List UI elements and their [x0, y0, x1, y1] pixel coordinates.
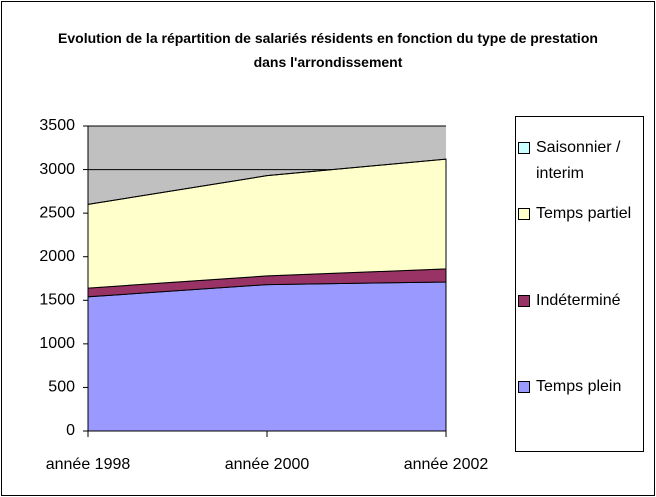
legend-label: Saisonnier / interim	[536, 139, 621, 182]
y-tick-label: 3500	[39, 117, 75, 134]
legend-box	[515, 116, 644, 452]
areas	[87, 158, 447, 432]
area	[87, 281, 447, 432]
legend-swatch	[518, 208, 530, 220]
x-tick-label: année 2002	[404, 456, 489, 473]
y-tick-label: 500	[48, 379, 75, 396]
legend-swatch	[518, 381, 530, 393]
legend-swatch	[518, 295, 530, 307]
chart-title: Evolution de la répartition de salariés …	[58, 30, 598, 70]
y-tick-label: 0	[66, 422, 75, 439]
y-tick-label: 2500	[39, 204, 75, 221]
x-tick-label: année 1998	[46, 456, 131, 473]
y-tick-label: 2000	[39, 248, 75, 265]
y-tick-label: 3000	[39, 161, 75, 178]
y-tick-label: 1000	[39, 335, 75, 352]
legend-label: Indéterminé	[536, 292, 621, 309]
legend-label: Temps partiel	[536, 205, 632, 222]
x-tick-label: année 2000	[225, 456, 310, 473]
legend-swatch	[518, 142, 530, 154]
y-tick-label: 1500	[39, 292, 75, 309]
legend-label: Temps plein	[536, 378, 622, 395]
